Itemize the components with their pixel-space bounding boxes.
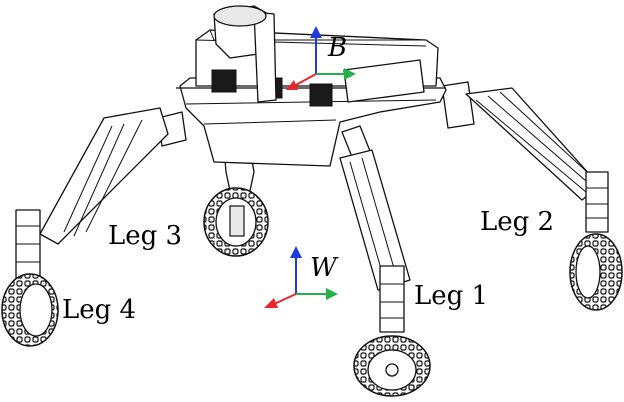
label-leg-3: Leg 3 — [108, 221, 182, 251]
leg-3 — [203, 147, 269, 257]
leg-2 — [441, 81, 623, 311]
leg-4 — [1, 107, 187, 347]
wheel-leg-3 — [203, 187, 269, 257]
label-leg-1: Leg 1 — [414, 281, 488, 311]
label-leg-2: Leg 2 — [480, 207, 554, 237]
wheel-leg-4 — [1, 273, 59, 347]
label-body-frame: B — [327, 33, 347, 63]
leg-1 — [339, 125, 431, 397]
rover-body — [176, 5, 447, 167]
wheel-leg-1 — [353, 335, 431, 397]
label-leg-4: Leg 4 — [62, 295, 136, 325]
label-world-frame: W — [310, 253, 339, 283]
world-frame-axes — [264, 246, 338, 308]
body-frame-axes — [286, 26, 356, 90]
wheel-leg-2 — [569, 233, 623, 311]
